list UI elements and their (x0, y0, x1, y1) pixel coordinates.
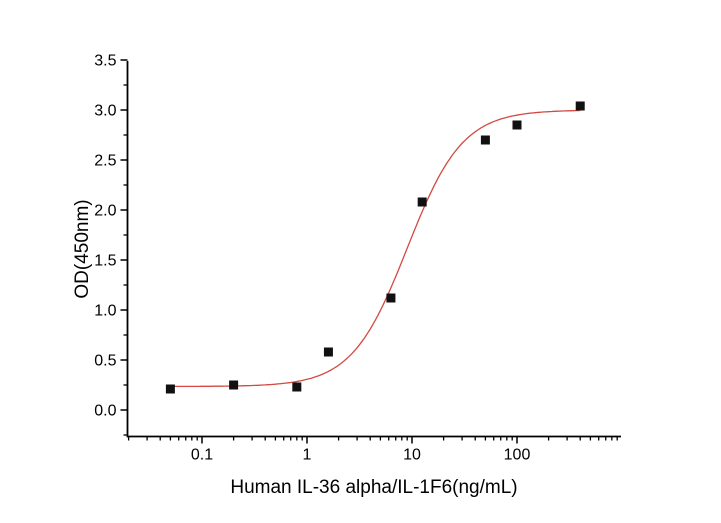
data-point-marker (575, 101, 585, 111)
data-point-marker (480, 135, 490, 145)
data-point-marker (323, 347, 333, 357)
x-axis-label: Human IL-36 alpha/IL-1F6(ng/mL) (230, 477, 517, 498)
y-tick-label: 1.5 (94, 253, 116, 270)
y-axis-label: OD(450nm) (72, 199, 93, 298)
y-tick-label: 3.5 (94, 53, 116, 70)
data-point-marker (292, 382, 302, 392)
x-tick-label: 10 (403, 447, 421, 464)
fit-curve (170, 109, 581, 388)
x-tick-label: 100 (504, 447, 531, 464)
data-point-marker (386, 293, 396, 303)
y-tick-label: 1.0 (94, 303, 116, 320)
y-tick-label: 0.5 (94, 353, 116, 370)
data-point-marker (165, 384, 175, 394)
y-tick-label: 0.0 (94, 403, 116, 420)
data-point-marker (512, 120, 522, 130)
data-point-marker (417, 197, 427, 207)
data-point-marker (229, 380, 239, 390)
axis-spines (126, 61, 621, 438)
y-tick-label: 2.5 (94, 153, 116, 170)
y-tick-label: 3.0 (94, 103, 116, 120)
x-tick-label: 0.1 (191, 447, 213, 464)
x-tick-label: 1 (303, 447, 312, 464)
axes-layer: 0.0 0.5 1.0 1.5 2.0 2.5 3.0 3.5 0.1 1 10 100 (94, 53, 621, 464)
data-layer (165, 101, 585, 394)
y-tick-label: 2.0 (94, 203, 116, 220)
